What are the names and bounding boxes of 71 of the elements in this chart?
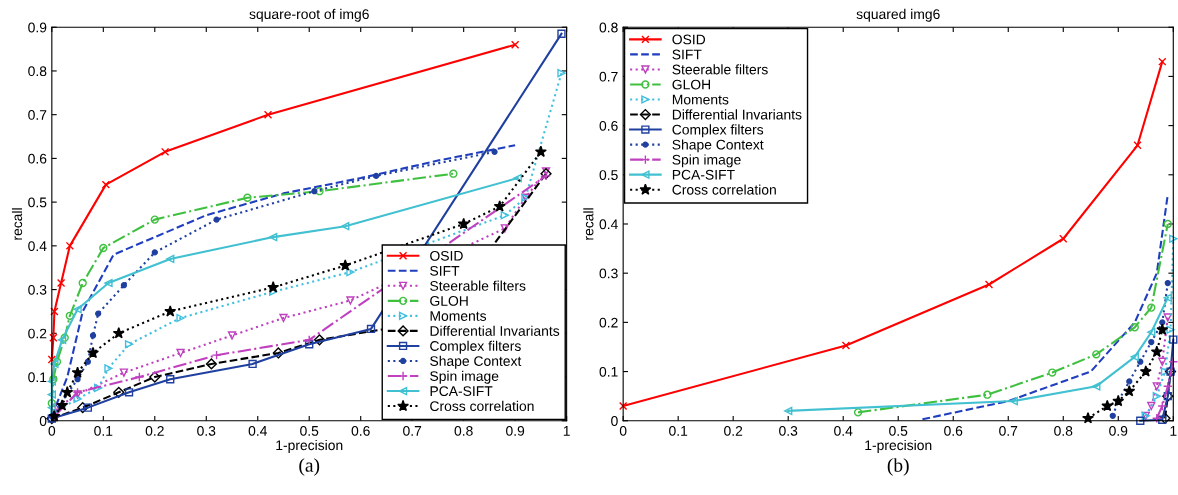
legend-label: Steerable filters (430, 280, 526, 291)
legend-label: Steerable filters (672, 64, 768, 75)
legend-label: OSID (672, 34, 706, 45)
y-tick-label: 0.1 (599, 366, 618, 377)
y-tick-label: 0.2 (28, 328, 47, 339)
y-tick-label: 0.3 (28, 284, 47, 295)
y-tick-label: 0.7 (599, 71, 618, 82)
x-tick-label: 0.9 (506, 425, 525, 436)
x-tick-label: 0.5 (300, 425, 319, 436)
legend-label: Cross correlation (672, 184, 776, 195)
y-tick-label: 0.7 (28, 110, 47, 120)
chart-title: squared img6 (856, 8, 940, 22)
legend-label: PCA-SIFT (672, 169, 735, 180)
x-tick-label: 0.1 (669, 425, 688, 436)
x-tick-label: 0 (619, 425, 627, 436)
y-tick-label: 0.6 (28, 153, 47, 164)
y-axis-title: recall (583, 208, 594, 240)
y-tick-label: 0.1 (28, 372, 47, 383)
x-tick-label: 1 (563, 426, 570, 436)
legend-label: Moments (430, 311, 487, 321)
y-tick-label: 0.4 (28, 241, 47, 252)
legend-label: Complex filters (430, 340, 521, 354)
chart-title: square-root of img6 (249, 8, 369, 22)
legend-label: Cross correlation (430, 400, 534, 412)
y-tick-label: 0.5 (599, 170, 618, 180)
x-axis-title: 1-precision (865, 439, 932, 453)
y-tick-label: 0.4 (599, 219, 618, 230)
y-tick-label: 0.2 (599, 317, 618, 328)
legend-label: Differential Invariants (430, 325, 560, 336)
y-tick-label: 0.9 (28, 22, 47, 33)
x-tick-label: 0.2 (724, 425, 743, 436)
x-tick-label: 0.6 (944, 425, 963, 436)
legend-label: SIFT (672, 49, 702, 60)
y-axis-title: recall (11, 208, 23, 240)
x-tick-label: 0.3 (779, 425, 798, 436)
x-tick-label: 0.4 (248, 425, 267, 436)
legend-label: Spin image (430, 370, 499, 384)
legend-label: Moments (672, 94, 729, 105)
legend-label: Complex filters (672, 124, 764, 138)
legend-label: Spin image (672, 154, 741, 168)
x-tick-label: 0.1 (94, 425, 113, 436)
x-tick-label: 0.7 (999, 425, 1018, 436)
x-tick-label: 0.9 (1109, 425, 1128, 436)
legend-label: PCA-SIFT (430, 386, 493, 397)
legend-label: Shape Context (672, 139, 764, 153)
text: (a) (299, 458, 320, 476)
x-tick-label: 0.5 (889, 425, 908, 436)
legend-label: GLOH (430, 296, 468, 306)
legend-label: Shape Context (430, 355, 522, 369)
y-tick-label: 0.8 (599, 22, 618, 33)
text: (b) (887, 458, 909, 476)
y-tick-label: 0.5 (28, 197, 47, 208)
x-tick-label: 0.2 (145, 425, 164, 436)
x-tick-label: 0.3 (197, 425, 216, 436)
x-tick-label: 0.8 (454, 425, 473, 436)
x-tick-label: 0.4 (834, 425, 853, 436)
x-tick-label: 0.8 (1054, 425, 1073, 436)
y-tick-label: 0 (39, 416, 47, 426)
y-tick-label: 0.8 (28, 66, 47, 77)
x-axis-title: 1-precision (276, 439, 343, 453)
legend-label: Differential Invariants (672, 109, 802, 120)
x-tick-label: 0.7 (403, 425, 422, 436)
x-tick-label: 1 (1170, 426, 1177, 436)
y-tick-label: 0.3 (599, 268, 618, 279)
x-tick-label: 0.6 (351, 425, 370, 436)
legend-label: GLOH (672, 79, 710, 90)
legend-label: OSID (430, 250, 463, 261)
y-tick-label: 0.6 (599, 120, 618, 131)
y-tick-label: 0 (611, 416, 618, 426)
legend-label: SIFT (430, 265, 460, 276)
x-tick-label: 0 (48, 425, 56, 436)
